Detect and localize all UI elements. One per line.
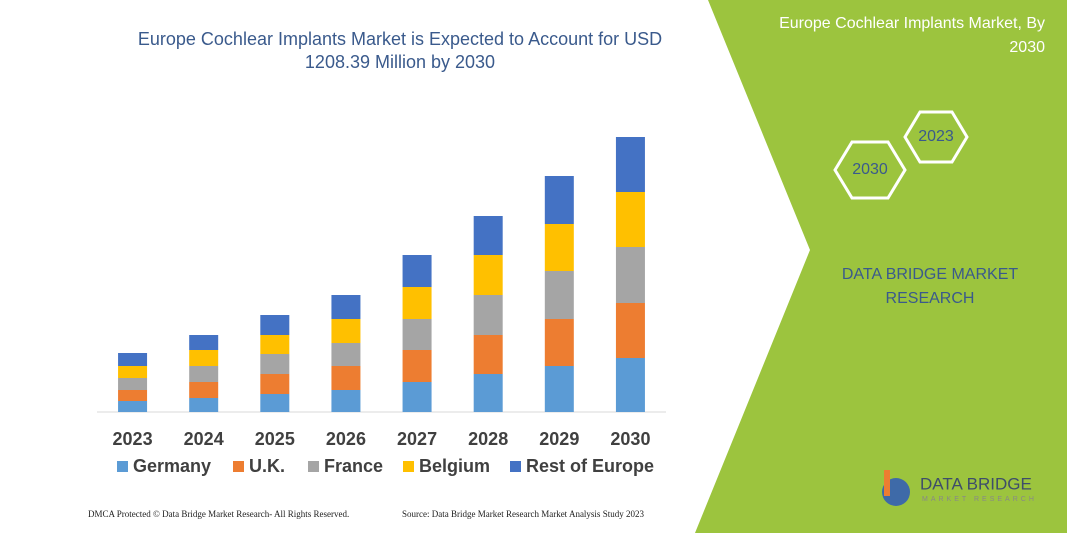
bar-segment [260,335,290,354]
bar-segment [260,374,290,394]
bar-segment [473,374,503,412]
logo-tagline: MARKET RESEARCH [922,496,1037,503]
side-panel [695,0,1067,533]
bar-segment [189,398,219,412]
logo-icon [884,470,890,496]
bar-segment [189,335,219,350]
bar-segment [615,303,645,358]
bar-segment [544,319,574,366]
legend-swatch [403,461,414,472]
bar-segment [331,343,361,366]
bar-segment [473,335,503,374]
x-tick-label: 2024 [184,429,224,449]
legend-swatch [117,461,128,472]
legend-label: Rest of Europe [526,456,654,476]
legend-label: France [324,456,383,476]
x-tick-label: 2030 [610,429,650,449]
bar-segment [331,295,361,319]
bar-segment [402,287,432,319]
chart-title: Europe Cochlear Implants Market is Expec… [137,29,663,72]
bar-segment [260,315,290,335]
hexagon [833,140,907,200]
bar-segment [260,354,290,374]
panel-brand: DATA BRIDGE MARKET RESEARCH [841,266,1019,307]
bar-segment [544,271,574,319]
x-tick-label: 2027 [397,429,437,449]
bar-segment [331,366,361,390]
legend-label: Belgium [419,456,490,476]
footer-left: DMCA Protected © Data Bridge Market Rese… [88,509,349,519]
bar-segment [118,378,148,390]
bar-segment [615,192,645,247]
x-tick-label: 2023 [113,429,153,449]
bar-segment [402,382,432,412]
hexagon-label: 2023 [918,128,954,145]
bar-segment [260,394,290,412]
legend-swatch [510,461,521,472]
hexagon [903,110,969,164]
bar-segment [189,366,219,382]
x-tick-label: 2026 [326,429,366,449]
bar-segment [544,224,574,271]
legend-swatch [233,461,244,472]
bar-segment [189,350,219,366]
bar-segment [331,319,361,343]
bar-segment [544,176,574,224]
bar-segment [189,382,219,398]
bar-segment [118,353,148,366]
legend-label: U.K. [249,456,285,476]
bar-segment [118,366,148,378]
bar-segment [615,358,645,412]
x-tick-label: 2029 [539,429,579,449]
panel-title: Europe Cochlear Implants Market, By 2030 [779,15,1045,56]
bar-segment [402,350,432,382]
legend-swatch [308,461,319,472]
bar-segment [615,247,645,303]
footer-right: Source: Data Bridge Market Research Mark… [402,509,644,519]
legend-label: Germany [133,456,211,476]
logo-name: DATA BRIDGE [920,474,1032,493]
x-tick-label: 2025 [255,429,295,449]
bar-segment [331,390,361,412]
bar-segment [402,255,432,287]
bar-segment [473,216,503,255]
bar-segment [473,295,503,335]
bar-segment [402,319,432,350]
x-tick-label: 2028 [468,429,508,449]
bar-segment [118,401,148,412]
bar-segment [473,255,503,295]
bar-segment [544,366,574,412]
hexagon-label: 2030 [852,161,888,178]
bar-segment [118,390,148,401]
bar-segment [615,137,645,192]
